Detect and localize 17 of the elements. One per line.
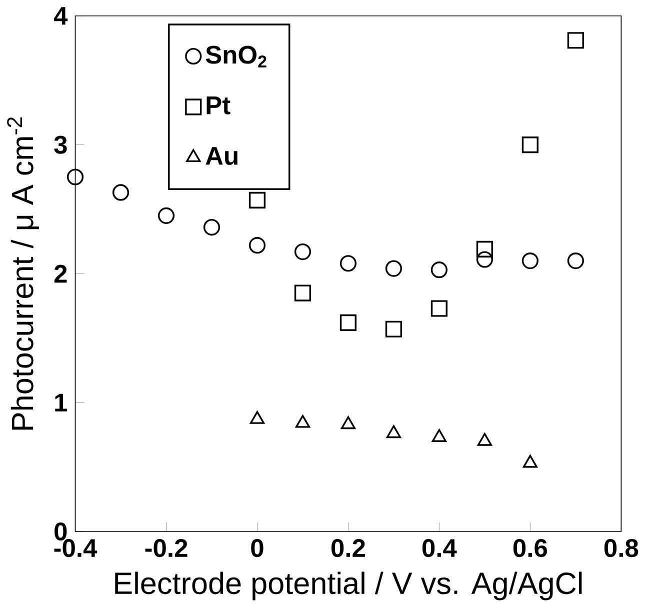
y-axis-title: Photocurrent / μ A cm$^{-2}$ [7,117,39,430]
x-tick-label: 0.4 [422,538,457,557]
x-tick-label: 0 [251,538,264,557]
y-tick-label: 1 [55,394,68,412]
legend-label: Au [206,146,238,165]
legend-label: Pt [206,96,230,114]
y-tick-label: 3 [54,136,67,154]
x-tick-label: 0.6 [513,538,548,557]
y-tick-label: 4 [54,6,68,24]
x-tick-label: 0.2 [331,538,365,557]
x-tick-label: 0.8 [604,538,638,557]
x-axis-title: Electrode potential / V vs. Ag/AgCl [115,572,582,600]
y-tick-label: 0 [54,522,67,540]
y-tick-label: 2 [54,264,67,282]
x-tick-label: -0.2 [145,538,188,557]
legend-label: SnO$_{2}$ [206,46,266,68]
x-tick-label: -0.4 [54,538,98,557]
